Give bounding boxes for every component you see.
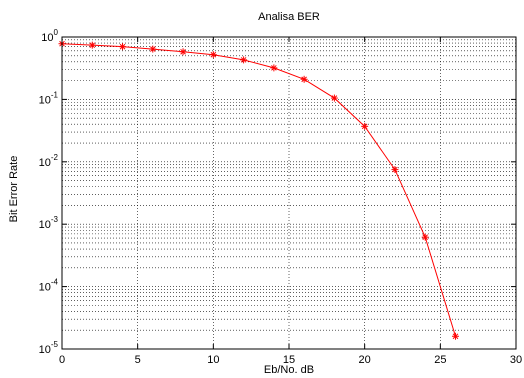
marker-stroke [331,95,338,101]
y-tick-exponent: 0 [54,28,59,37]
y-tick-label: 10-3 [39,215,59,231]
data-point-marker [361,122,369,130]
marker-stroke [301,76,307,83]
y-tick-exponent: -3 [51,215,59,224]
y-tick-base: 10 [41,32,53,44]
grid-lines [62,37,516,349]
data-point-marker [119,43,127,51]
data-point-marker [300,75,308,83]
marker-stroke [361,123,368,130]
data-point-marker [421,233,429,241]
marker-stroke [271,65,277,71]
x-tick-label: 10 [207,354,219,366]
marker-stroke [392,166,398,173]
marker-stroke [422,234,429,240]
marker-stroke [149,46,156,52]
y-tick-exponent: -1 [51,90,59,99]
marker-stroke [210,51,217,58]
y-tick-exponent: -5 [51,340,59,349]
marker-stroke [89,42,96,48]
data-point-marker [330,94,338,102]
marker-stroke [119,43,126,50]
chart-title: Analisa BER [258,11,320,23]
x-axis-title: Eb/No. dB [264,364,314,376]
y-tick-exponent: -4 [51,278,59,287]
data-point-marker [270,64,278,72]
y-tick-base: 10 [39,94,51,106]
y-tick-label: 100 [41,28,58,44]
data-point-marker [391,166,399,174]
y-tick-label: 10-5 [39,340,59,356]
x-axis-ticks: 0 5 10 15 20 25 30 [59,37,522,366]
y-tick-exponent: -2 [51,153,59,162]
x-tick-label: 25 [434,354,446,366]
data-point-marker [240,56,248,64]
data-point-marker [179,48,187,56]
x-tick-label: 5 [135,354,141,366]
y-tick-base: 10 [39,282,51,294]
series-group [58,40,459,340]
series-line [61,43,456,337]
y-tick-base: 10 [39,219,51,231]
data-point-marker [209,51,217,59]
marker-stroke [180,48,186,55]
x-tick-label: 20 [359,354,371,366]
y-axis-title: Bit Error Rate [8,156,20,223]
y-tick-base: 10 [39,344,51,356]
data-point-marker [451,332,459,340]
y-tick-label: 10-1 [39,90,59,106]
marker-stroke [452,333,459,340]
y-tick-label: 10-2 [39,153,59,169]
y-tick-label: 10-4 [39,278,59,294]
x-tick-label: 30 [510,354,522,366]
marker-stroke [240,57,247,63]
y-tick-base: 10 [39,157,51,169]
x-tick-label: 15 [283,354,295,366]
data-point-marker [149,45,157,53]
data-point-marker [88,41,96,49]
x-tick-label: 0 [59,354,65,366]
